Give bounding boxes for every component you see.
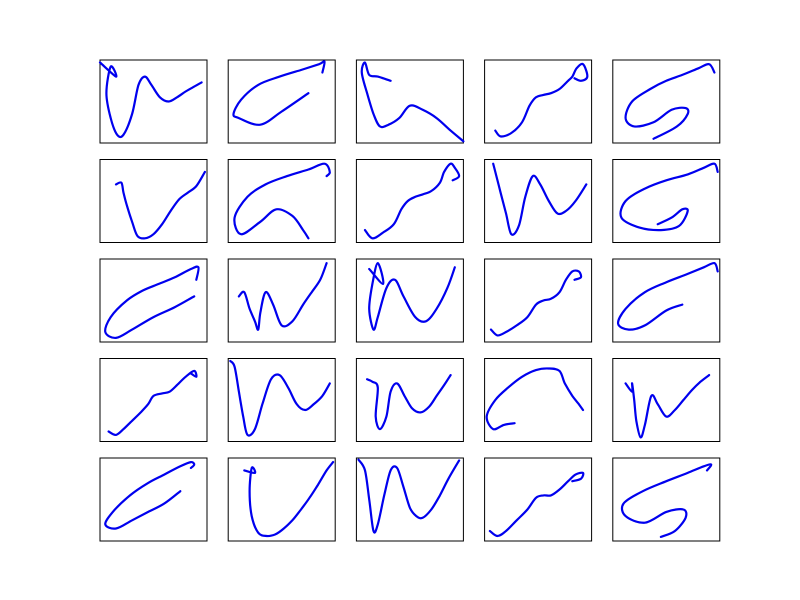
series-line — [366, 374, 452, 431]
series-line — [363, 162, 461, 240]
series-line — [494, 62, 589, 138]
series-line — [624, 374, 711, 439]
subplot-frame — [484, 258, 593, 343]
series-line — [624, 63, 716, 140]
series-line — [104, 265, 200, 340]
series-line — [357, 458, 461, 534]
subplot-frame — [355, 457, 464, 542]
series-line — [619, 162, 719, 232]
subplot-3-5 — [612, 258, 721, 343]
series-line — [492, 162, 588, 236]
subplot-3-3 — [355, 258, 464, 343]
series-line — [488, 471, 585, 538]
subplot-frame — [227, 59, 336, 144]
subplot-frame — [355, 59, 464, 144]
subplot-frame — [355, 358, 464, 442]
subplot-1-2 — [227, 59, 336, 144]
subplot-2-1 — [99, 159, 208, 243]
series-line — [368, 262, 456, 331]
subplot-5-4 — [484, 457, 593, 542]
series-line — [360, 61, 465, 143]
series-line — [229, 359, 331, 437]
subplot-frame — [227, 258, 336, 343]
subplot-2-4 — [484, 159, 593, 243]
subplot-5-2 — [227, 457, 336, 542]
subplot-frame — [99, 159, 208, 243]
subplot-frame — [484, 59, 593, 144]
series-line — [620, 463, 713, 538]
series-line — [114, 170, 206, 240]
series-line — [489, 269, 583, 337]
series-line — [98, 61, 203, 139]
subplot-2-5 — [612, 159, 721, 243]
subplot-1-1 — [98, 59, 208, 144]
subplot-1-5 — [612, 59, 721, 144]
subplot-1-4 — [484, 59, 593, 144]
subplot-frame — [612, 457, 721, 542]
subplot-frame — [484, 457, 593, 542]
series-line — [107, 369, 198, 437]
subplot-frame — [99, 258, 208, 343]
series-line — [104, 460, 196, 530]
subplot-5-1 — [99, 457, 208, 542]
subplot-3-1 — [99, 258, 208, 343]
subplot-frame — [612, 59, 721, 144]
series-line — [237, 262, 328, 331]
subplot-3-4 — [484, 258, 593, 343]
subplot-frame — [612, 258, 721, 343]
series-line — [243, 461, 335, 538]
subplot-frame — [355, 159, 464, 243]
subplot-frame — [99, 358, 208, 442]
subplot-5-5 — [612, 457, 721, 542]
subplot-2-3 — [355, 159, 464, 243]
subplot-frame — [612, 358, 721, 442]
subplot-grid — [98, 59, 721, 542]
series-line — [232, 60, 326, 126]
subplot-frame — [99, 59, 208, 144]
subplot-4-3 — [355, 358, 464, 442]
subplot-frame — [484, 358, 593, 442]
subplot-4-5 — [612, 358, 721, 442]
series-line — [616, 261, 719, 331]
series-line — [485, 367, 585, 431]
subplot-frame — [227, 159, 336, 243]
subplot-1-3 — [355, 59, 465, 144]
subplot-5-3 — [355, 457, 464, 542]
subplot-4-4 — [484, 358, 593, 442]
subplot-4-1 — [99, 358, 208, 442]
subplot-2-2 — [227, 159, 336, 243]
subplot-4-2 — [227, 358, 336, 442]
series-line — [233, 162, 331, 240]
subplot-3-2 — [227, 258, 336, 343]
